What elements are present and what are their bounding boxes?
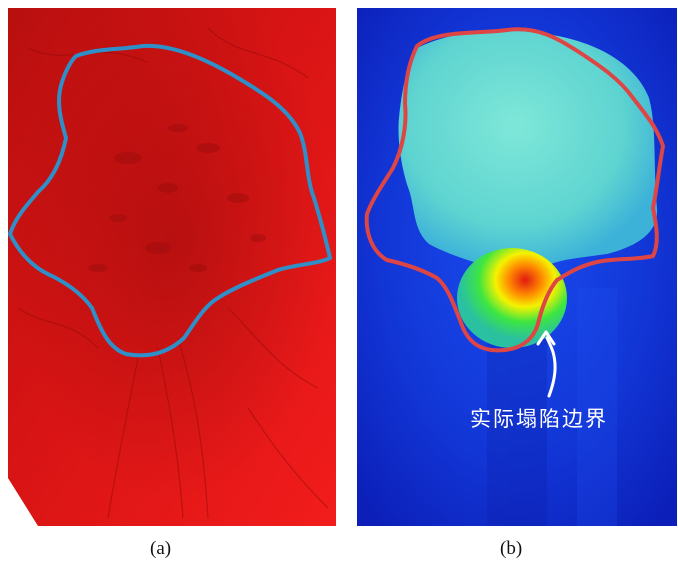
- collapse-outline-red: [364, 27, 665, 353]
- caption-b: (b): [500, 538, 523, 559]
- panel-a-terrain-map: [8, 8, 336, 526]
- caption-a: (a): [150, 538, 172, 559]
- terrain-image: [8, 8, 336, 526]
- collapse-outline-blue: [8, 43, 332, 358]
- heatmap-image: [357, 8, 677, 526]
- panel-b-heatmap: [357, 8, 677, 526]
- collapse-boundary-label: 实际塌陷边界: [470, 407, 608, 431]
- curved-arrow-icon: [536, 330, 557, 398]
